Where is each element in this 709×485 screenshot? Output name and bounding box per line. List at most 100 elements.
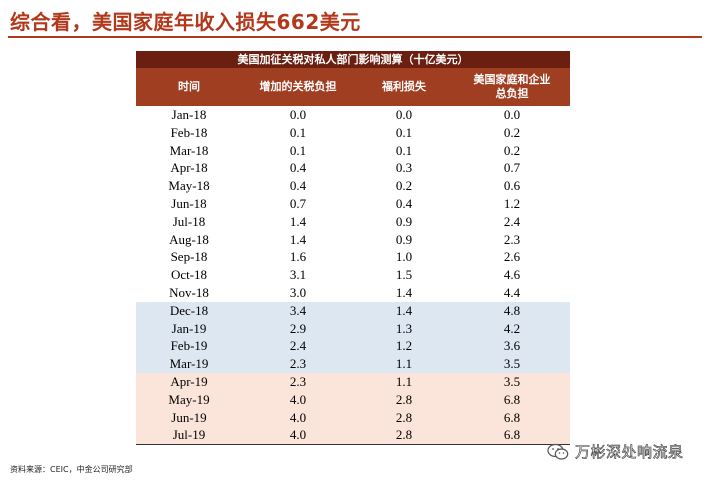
cell-tariff: 2.9: [242, 319, 354, 338]
cell-total: 2.6: [454, 248, 570, 267]
table-row: May-19 4.0 2.8 6.8: [136, 390, 570, 409]
cell-tariff: 3.0: [242, 283, 354, 302]
table-caption: 美国加征关税对私人部门影响测算（十亿美元）: [136, 51, 570, 68]
cell-total: 0.6: [454, 177, 570, 195]
cell-time: Jan-18: [136, 106, 242, 124]
cell-time: Feb-19: [136, 337, 242, 356]
cell-tariff: 0.4: [242, 159, 354, 178]
cell-total: 6.8: [454, 426, 570, 446]
cell-welfare: 0.0: [354, 106, 454, 124]
column-header-welfare-loss: 福利损失: [354, 68, 454, 106]
cell-time: Mar-19: [136, 355, 242, 373]
cell-total: 6.8: [454, 408, 570, 427]
cell-welfare: 0.2: [354, 177, 454, 195]
cell-tariff: 0.0: [242, 106, 354, 124]
cell-total: 0.7: [454, 159, 570, 178]
cell-welfare: 2.8: [354, 426, 454, 446]
watermark: 万彬深处响流泉: [547, 441, 684, 462]
source-note: 资料来源：CEIC，中金公司研究部: [10, 465, 133, 474]
table-row: Jun-18 0.7 0.4 1.2: [136, 194, 570, 213]
table-row: Jul-18 1.4 0.9 2.4: [136, 212, 570, 231]
cell-welfare: 0.9: [354, 212, 454, 231]
table-row: Nov-18 3.0 1.4 4.4: [136, 283, 570, 302]
table-row: Apr-18 0.4 0.3 0.7: [136, 159, 570, 178]
cell-time: Jun-19: [136, 408, 242, 427]
cell-time: May-19: [136, 390, 242, 409]
column-header-tariff-burden: 增加的关税负担: [242, 68, 354, 106]
column-header-total-burden-label: 美国家庭和企业总负担: [473, 73, 551, 100]
cell-total: 6.8: [454, 390, 570, 409]
cell-tariff: 3.1: [242, 266, 354, 284]
cell-time: Jun-18: [136, 194, 242, 213]
table-row: Jan-19 2.9 1.3 4.2: [136, 319, 570, 338]
cell-tariff: 0.1: [242, 123, 354, 142]
cell-time: May-18: [136, 177, 242, 195]
cell-total: 2.4: [454, 212, 570, 231]
cell-welfare: 2.8: [354, 390, 454, 409]
title-divider: [8, 36, 702, 38]
cell-time: Jul-19: [136, 426, 242, 446]
cell-tariff: 2.4: [242, 337, 354, 356]
column-header-welfare-loss-label: 福利损失: [382, 80, 426, 93]
cell-time: Sep-18: [136, 248, 242, 267]
table-row: May-18 0.4 0.2 0.6: [136, 177, 570, 195]
cell-tariff: 0.4: [242, 177, 354, 195]
cell-total: 3.6: [454, 337, 570, 356]
cell-total: 0.2: [454, 123, 570, 142]
cell-tariff: 1.6: [242, 248, 354, 267]
cell-total: 0.0: [454, 106, 570, 124]
cell-time: Jul-18: [136, 212, 242, 231]
table-header-row: 时间 增加的关税负担 福利损失 美国家庭和企业总负担: [136, 68, 570, 106]
table-row: Mar-18 0.1 0.1 0.2: [136, 141, 570, 160]
cell-time: Apr-18: [136, 159, 242, 178]
cell-tariff: 0.1: [242, 141, 354, 160]
cell-tariff: 2.3: [242, 372, 354, 391]
cell-welfare: 1.4: [354, 301, 454, 320]
cell-tariff: 3.4: [242, 301, 354, 320]
cell-welfare: 0.4: [354, 194, 454, 213]
cell-welfare: 0.1: [354, 141, 454, 160]
table-row: Jan-18 0.0 0.0 0.0: [136, 106, 570, 124]
cell-tariff: 4.0: [242, 426, 354, 446]
column-header-total-burden: 美国家庭和企业总负担: [454, 68, 570, 106]
cell-total: 4.6: [454, 266, 570, 284]
cell-welfare: 1.0: [354, 248, 454, 267]
cell-time: Nov-18: [136, 283, 242, 302]
table-row: Aug-18 1.4 0.9 2.3: [136, 230, 570, 249]
cell-tariff: 4.0: [242, 390, 354, 409]
cell-tariff: 1.4: [242, 230, 354, 249]
cell-welfare: 0.1: [354, 123, 454, 142]
cell-total: 2.3: [454, 230, 570, 249]
tariff-impact-table: 美国加征关税对私人部门影响测算（十亿美元） 时间 增加的关税负担 福利损失 美国…: [136, 51, 570, 446]
cell-time: Apr-19: [136, 372, 242, 391]
table-row: Dec-18 3.4 1.4 4.8: [136, 301, 570, 320]
table-row: Jun-19 4.0 2.8 6.8: [136, 408, 570, 427]
cell-total: 3.5: [454, 372, 570, 391]
cell-total: 3.5: [454, 355, 570, 373]
cell-tariff: 1.4: [242, 212, 354, 231]
cell-welfare: 1.4: [354, 283, 454, 302]
cell-welfare: 1.1: [354, 355, 454, 373]
cell-welfare: 1.5: [354, 266, 454, 284]
table-row: Feb-18 0.1 0.1 0.2: [136, 123, 570, 142]
cell-tariff: 0.7: [242, 194, 354, 213]
table-row: Sep-18 1.6 1.0 2.6: [136, 248, 570, 267]
cell-welfare: 1.1: [354, 372, 454, 391]
cell-total: 1.2: [454, 194, 570, 213]
cell-welfare: 1.3: [354, 319, 454, 338]
cell-time: Jan-19: [136, 319, 242, 338]
table-body: Jan-18 0.0 0.0 0.0 Feb-18 0.1 0.1 0.2 Mar-18 0.1 0…: [136, 106, 570, 446]
cell-total: 4.2: [454, 319, 570, 338]
cell-time: Oct-18: [136, 266, 242, 284]
watermark-text: 万彬深处响流泉: [575, 443, 684, 462]
cell-welfare: 1.2: [354, 337, 454, 356]
cell-total: 0.2: [454, 141, 570, 160]
cell-welfare: 2.8: [354, 408, 454, 427]
data-table: 时间 增加的关税负担 福利损失 美国家庭和企业总负担 Jan-18 0.0 0.0 0…: [136, 68, 570, 446]
table-row: Oct-18 3.1 1.5 4.6: [136, 266, 570, 284]
table-row: Feb-19 2.4 1.2 3.6: [136, 337, 570, 356]
cell-time: Aug-18: [136, 230, 242, 249]
cell-total: 4.8: [454, 301, 570, 320]
cell-welfare: 0.9: [354, 230, 454, 249]
table-row: Apr-19 2.3 1.1 3.5: [136, 372, 570, 391]
